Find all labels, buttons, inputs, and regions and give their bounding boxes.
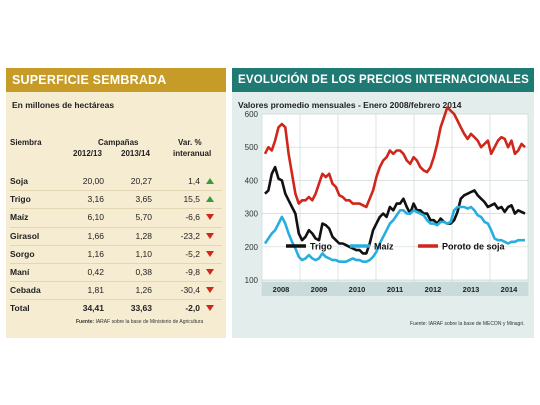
- planted-area-subtitle: En millones de hectáreas: [12, 100, 115, 110]
- col-header-var: Var. %: [178, 138, 202, 147]
- row-value-2012-13: 1,81: [87, 285, 104, 296]
- col-header-siembra: Siembra: [10, 138, 42, 147]
- row-value-2012-13: 3,16: [87, 194, 104, 205]
- row-value-2013-14: 3,65: [135, 194, 152, 205]
- row-divider: [10, 299, 222, 301]
- x-tick-label: 2012: [425, 285, 442, 294]
- series-line-trigo: [264, 165, 526, 255]
- row-divider: [10, 244, 222, 246]
- x-tick-label: 2008: [273, 285, 290, 294]
- row-variation: -2,0: [185, 303, 200, 314]
- row-crop-name: Trigo: [10, 194, 31, 205]
- row-crop-name: Soja: [10, 176, 28, 186]
- row-value-2012-13: 34,41: [82, 303, 104, 314]
- col-header-campanas: Campañas: [98, 138, 139, 147]
- y-tick-label: 400: [245, 176, 259, 185]
- row-variation: -9,8: [185, 267, 200, 277]
- arrow-down-icon: [206, 232, 214, 239]
- x-tick-label: 2013: [463, 285, 480, 294]
- x-tick-label: 2011: [387, 285, 403, 294]
- row-divider: [10, 226, 222, 228]
- row-divider: [10, 281, 222, 283]
- col-header-year-1: 2012/13: [73, 149, 102, 158]
- col-header-year-2: 2013/14: [121, 149, 150, 158]
- row-value-2013-14: 1,28: [135, 230, 152, 241]
- row-crop-name: Total: [10, 303, 30, 314]
- row-crop-name: Maní: [10, 267, 30, 277]
- row-crop-name: Maíz: [10, 212, 29, 223]
- x-tick-label: 2014: [501, 285, 519, 294]
- y-tick-label: 200: [245, 243, 259, 252]
- series-line-poroto-de-soja: [263, 106, 526, 209]
- row-variation: 15,5: [183, 194, 200, 205]
- arrow-down-icon: [206, 250, 214, 257]
- row-value-2012-13: 1,66: [87, 230, 104, 241]
- row-variation: 1,4: [188, 176, 200, 186]
- row-crop-name: Sorgo: [10, 248, 35, 259]
- row-value-2013-14: 0,38: [135, 267, 152, 277]
- y-tick-label: 300: [245, 210, 259, 219]
- legend-label: Trigo: [310, 242, 333, 252]
- prices-source: Fuente: IARAF sobre la base de MECON y M…: [410, 321, 525, 327]
- arrow-down-icon: [206, 214, 214, 221]
- arrow-down-icon: [206, 287, 214, 294]
- arrow-down-icon: [206, 305, 214, 312]
- planted-area-panel: SUPERFICIE SEMBRADA En millones de hectá…: [6, 68, 226, 338]
- arrow-down-icon: [206, 269, 214, 275]
- col-header-interanual: interanual: [173, 149, 212, 158]
- x-tick-label: 2010: [349, 285, 366, 294]
- prices-subtitle: Valores promedio mensuales - Enero 2008/…: [238, 100, 462, 110]
- prices-panel: EVOLUCIÓN DE LOS PRECIOS INTERNACIONALES…: [232, 68, 534, 338]
- row-divider: [10, 190, 222, 192]
- legend-label: Poroto de soja: [442, 242, 506, 252]
- row-variation: -23,2: [180, 230, 200, 241]
- row-value-2013-14: 20,27: [130, 176, 152, 186]
- prices-title: EVOLUCIÓN DE LOS PRECIOS INTERNACIONALES: [232, 68, 534, 92]
- row-divider: [10, 208, 222, 210]
- series-line-maiz: [263, 205, 525, 263]
- legend-label: Maíz: [374, 242, 394, 252]
- row-value-2013-14: 1,10: [135, 248, 152, 259]
- row-crop-name: Cebada: [10, 285, 41, 296]
- price-chart: 100 200 300 400 500 600 2008 2009 2010 2011 2012 20…: [245, 106, 529, 296]
- row-variation: -5,2: [185, 248, 200, 259]
- y-tick-label: 600: [245, 110, 259, 119]
- arrow-up-icon: [206, 196, 214, 203]
- planted-area-title: SUPERFICIE SEMBRADA: [6, 68, 226, 92]
- row-value-2013-14: 5,70: [135, 212, 152, 223]
- arrow-up-icon: [206, 178, 214, 184]
- row-variation: -30,4: [180, 285, 200, 296]
- row-crop-name: Girasol: [10, 230, 40, 241]
- x-axis-band: [262, 282, 528, 296]
- y-tick-label: 500: [245, 143, 259, 152]
- y-tick-label: 100: [245, 276, 259, 285]
- row-value-2012-13: 20,00: [82, 176, 104, 186]
- plot-background: [262, 114, 528, 280]
- row-value-2012-13: 6,10: [87, 212, 104, 223]
- row-variation: -6,6: [185, 212, 200, 223]
- row-value-2013-14: 1,26: [135, 285, 152, 296]
- row-value-2012-13: 0,42: [87, 267, 104, 277]
- planted-area-source: Fuente: IARAF sobre la base de Ministeri…: [76, 319, 204, 325]
- row-value-2013-14: 33,63: [130, 303, 152, 314]
- x-tick-label: 2009: [311, 285, 328, 294]
- row-divider: [10, 263, 222, 264]
- row-value-2012-13: 1,16: [87, 248, 104, 259]
